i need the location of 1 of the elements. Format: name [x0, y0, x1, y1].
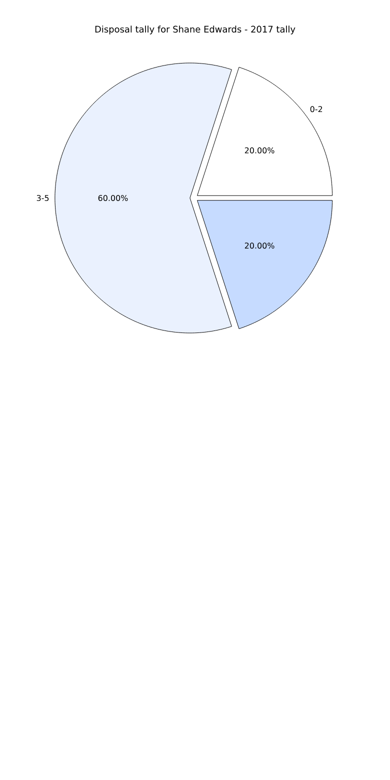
chart-title: Disposal tally for Shane Edwards - 2017 tally [95, 26, 296, 34]
